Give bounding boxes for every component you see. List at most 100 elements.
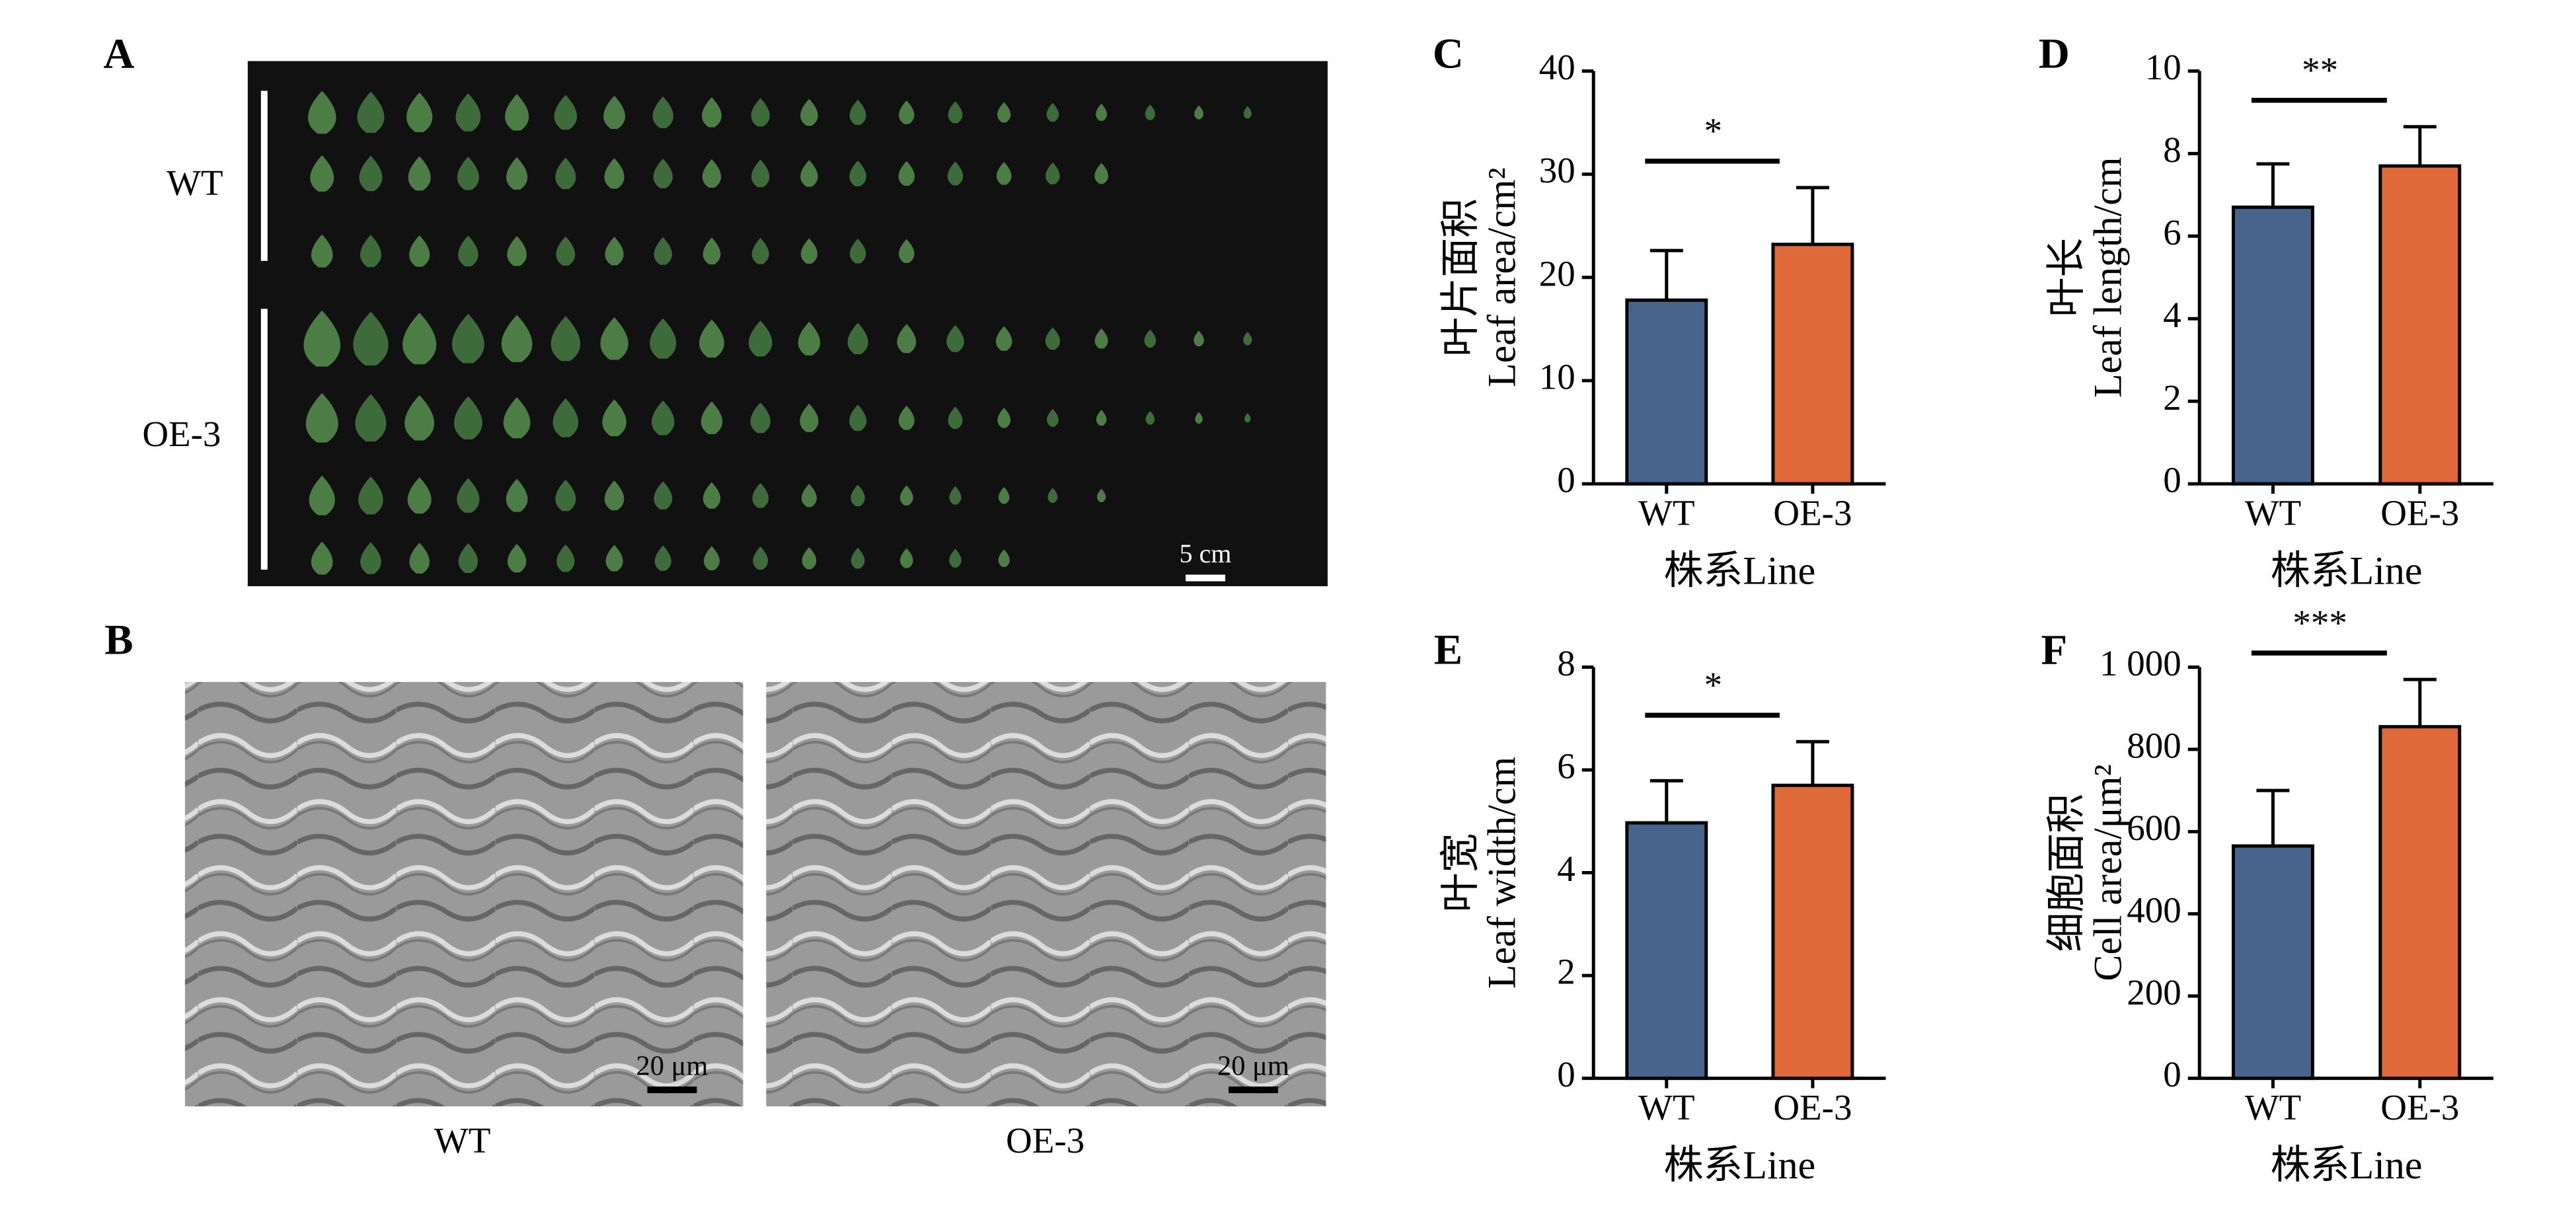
leaf bbox=[654, 237, 672, 265]
y-axis-label: Leaf area/cm² bbox=[1480, 168, 1524, 387]
leaf bbox=[798, 321, 821, 356]
leaf bbox=[650, 318, 677, 359]
leaf bbox=[1096, 103, 1108, 121]
scale-label: 5 cm bbox=[1180, 539, 1232, 568]
leaf bbox=[849, 239, 866, 264]
group-bar bbox=[260, 309, 268, 570]
significance-label: *** bbox=[2292, 603, 2347, 643]
leaf bbox=[311, 541, 333, 575]
leaf bbox=[849, 160, 866, 186]
panel-label: E bbox=[1434, 626, 1462, 673]
leaf bbox=[899, 485, 913, 506]
y-tick-label: 600 bbox=[2127, 808, 2181, 848]
leaf bbox=[847, 323, 868, 355]
leaf bbox=[800, 403, 819, 432]
leaf bbox=[899, 100, 915, 124]
leaf bbox=[998, 486, 1010, 504]
leaf bbox=[851, 484, 865, 506]
leaf bbox=[505, 94, 529, 131]
x-axis-label: 株系Line bbox=[1663, 549, 1815, 592]
y-axis-label: 叶长 bbox=[2045, 238, 2088, 317]
leaf bbox=[949, 549, 962, 568]
x-tick-label: OE-3 bbox=[2380, 493, 2459, 533]
leaf bbox=[604, 480, 625, 511]
y-axis-label: Leaf length/cm bbox=[2086, 157, 2130, 398]
leaf bbox=[998, 549, 1010, 567]
leaf bbox=[303, 310, 341, 367]
bar bbox=[2378, 164, 2462, 486]
leaf bbox=[409, 543, 430, 574]
leaf bbox=[997, 407, 1011, 428]
leaf bbox=[308, 91, 336, 134]
leaf bbox=[602, 399, 626, 437]
leaf bbox=[752, 482, 769, 508]
x-axis-label: 株系Line bbox=[2271, 549, 2423, 592]
leaf bbox=[800, 160, 818, 187]
leaf bbox=[702, 237, 721, 265]
leaf bbox=[1195, 412, 1203, 424]
leaf bbox=[359, 155, 383, 192]
panel-label: A bbox=[103, 30, 134, 77]
leaf bbox=[404, 395, 435, 441]
scale-bar bbox=[1186, 574, 1226, 582]
leaf bbox=[555, 157, 576, 190]
leaf bbox=[360, 542, 381, 574]
y-tick-label: 30 bbox=[1539, 150, 1575, 190]
y-tick-label: 0 bbox=[2163, 460, 2181, 500]
x-axis-label: 株系Line bbox=[1663, 1143, 1815, 1187]
leaf bbox=[1045, 162, 1060, 184]
leaf bbox=[898, 405, 915, 430]
x-tick-label: OE-3 bbox=[2380, 1087, 2459, 1127]
leaf bbox=[995, 326, 1012, 351]
leaf bbox=[701, 401, 723, 434]
leaf bbox=[357, 91, 385, 133]
y-axis-label: 叶片面积 bbox=[1439, 198, 1482, 357]
leaf bbox=[503, 397, 531, 439]
y-tick-label: 2 bbox=[2163, 377, 2181, 418]
leaf bbox=[654, 545, 671, 571]
leaf bbox=[603, 95, 626, 130]
leaf bbox=[1145, 410, 1155, 425]
leaf bbox=[358, 476, 383, 515]
leaf bbox=[703, 546, 720, 570]
leaf bbox=[1047, 488, 1058, 504]
bar bbox=[2378, 725, 2462, 1081]
leaf bbox=[751, 98, 770, 127]
leaf bbox=[1046, 102, 1059, 122]
scale-bar bbox=[647, 1086, 697, 1094]
x-tick-label: OE-3 bbox=[1773, 1087, 1852, 1127]
y-tick-label: 400 bbox=[2127, 890, 2181, 930]
y-axis-label: Cell area/μm² bbox=[2086, 764, 2130, 981]
leaf bbox=[507, 236, 527, 266]
leaf bbox=[360, 235, 381, 268]
y-tick-label: 40 bbox=[1539, 47, 1575, 87]
leaf bbox=[702, 482, 721, 509]
image-label: OE-3 bbox=[1006, 1120, 1084, 1161]
sem-photo bbox=[184, 681, 743, 1107]
leaf bbox=[457, 478, 480, 513]
leaf bbox=[457, 157, 479, 190]
leaf bbox=[310, 155, 334, 192]
bar bbox=[1625, 821, 1708, 1081]
row-label: OE-3 bbox=[142, 414, 221, 454]
row-label: WT bbox=[167, 163, 223, 203]
leaf bbox=[1045, 327, 1061, 350]
y-tick-label: 0 bbox=[1557, 460, 1575, 500]
y-tick-label: 6 bbox=[1557, 746, 1575, 786]
leaf bbox=[1144, 329, 1156, 348]
leaf bbox=[1244, 412, 1251, 423]
y-tick-label: 10 bbox=[2145, 47, 2181, 87]
leaf bbox=[897, 324, 917, 354]
leaf bbox=[898, 161, 915, 186]
leaf bbox=[1243, 332, 1252, 346]
leaf bbox=[605, 545, 623, 572]
leaf bbox=[409, 235, 430, 267]
scale-bar bbox=[1229, 1086, 1279, 1094]
leaf bbox=[800, 98, 818, 126]
leaf bbox=[1094, 328, 1108, 349]
leaf bbox=[1194, 105, 1203, 120]
leaf bbox=[654, 481, 673, 510]
leaf-photo bbox=[247, 61, 1328, 587]
leaf bbox=[604, 158, 625, 189]
x-tick-label: OE-3 bbox=[1773, 493, 1852, 533]
